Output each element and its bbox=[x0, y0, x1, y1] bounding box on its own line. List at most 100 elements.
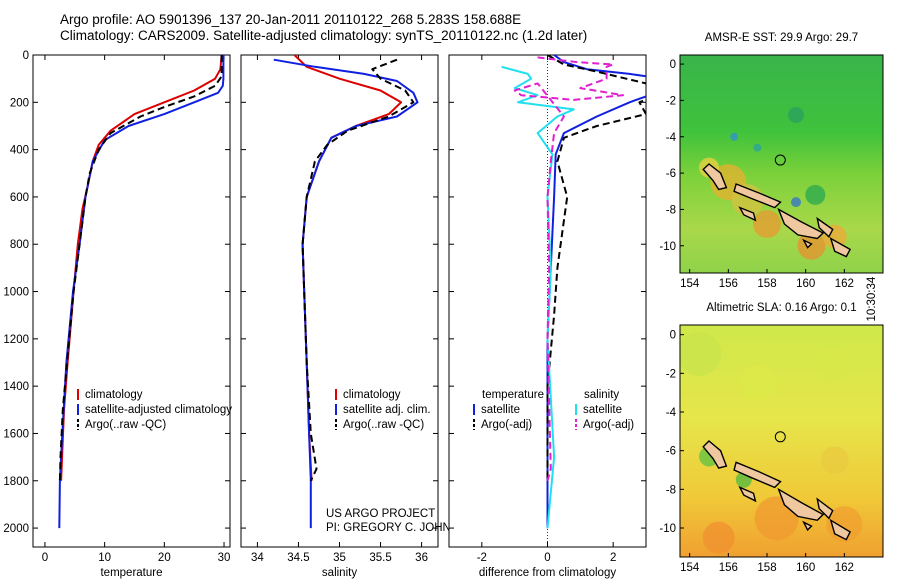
x-tick-label: 20 bbox=[158, 552, 171, 564]
sst-map-frame bbox=[679, 54, 884, 274]
sst-map-field-blob bbox=[788, 106, 804, 123]
difference-legend-entry: Argo(-adj) bbox=[481, 419, 532, 431]
sst-map-field-blob bbox=[753, 209, 781, 238]
salinity-x-axis-label: salinity bbox=[322, 567, 357, 579]
sst-map-x-tick-label: 154 bbox=[680, 278, 700, 290]
sst-map-y-tick-label: -8 bbox=[666, 204, 676, 216]
sst-map-field-blob bbox=[730, 132, 739, 141]
y-tick-label: 1000 bbox=[3, 287, 29, 299]
sla-map-field-blob bbox=[820, 446, 849, 475]
sst-map-island bbox=[738, 206, 757, 222]
sst-map-island bbox=[733, 183, 782, 209]
sst-map-y-tick-label: -4 bbox=[666, 132, 677, 144]
salinity-plot-frame bbox=[240, 54, 439, 548]
sla-map-x-tick-label: 162 bbox=[835, 562, 854, 574]
x-tick-label: 30 bbox=[218, 552, 231, 564]
sla-map-argo-marker bbox=[774, 431, 786, 443]
sla-map-island bbox=[777, 487, 825, 522]
sst-map-argo-marker bbox=[774, 154, 786, 166]
temperature-series-line bbox=[58, 55, 223, 481]
difference-series-line bbox=[546, 55, 646, 481]
figure-title-line2: Climatology: CARS2009. Satellite-adjuste… bbox=[60, 28, 588, 43]
temperature-x-axis-label: temperature bbox=[100, 567, 162, 579]
sla-map-y-tick-label: 0 bbox=[670, 330, 676, 342]
sla-map-y-tick-label: -4 bbox=[666, 407, 677, 419]
sla-map-field-blob bbox=[818, 347, 851, 380]
temperature-legend-entry: Argo(..raw -QC) bbox=[85, 419, 166, 431]
sla-map-x-tick-label: 160 bbox=[796, 562, 815, 574]
sla-map-field-blob bbox=[739, 365, 776, 401]
sst-map-chart: AMSR-E SST: 29.9 Argo: 29.7 154 156 158 160 1… bbox=[659, 32, 884, 290]
x-tick-label: 34.5 bbox=[287, 552, 309, 564]
x-tick-label: 34 bbox=[251, 552, 264, 564]
salinity-legend-entry: Argo(..raw -QC) bbox=[343, 419, 424, 431]
sla-map-field-blob bbox=[702, 521, 735, 554]
sla-map-y-tick-label: -8 bbox=[666, 484, 676, 496]
sst-map-x-tick-label: 160 bbox=[796, 278, 815, 290]
difference-legend-entry: satellite bbox=[583, 404, 622, 416]
y-tick-label: 1400 bbox=[3, 381, 29, 393]
sst-map-field-blob bbox=[791, 197, 801, 208]
sst-map-x-tick-label: 156 bbox=[719, 278, 738, 290]
sst-map-island bbox=[777, 207, 825, 240]
sla-map-title: Altimetric SLA: 0.16 Argo: 0.1 bbox=[706, 302, 856, 314]
y-tick-label: 0 bbox=[23, 50, 29, 62]
x-tick-label: 2 bbox=[610, 552, 616, 564]
x-tick-label: 35.5 bbox=[369, 552, 391, 564]
project-annotation-line1: US ARGO PROJECT bbox=[326, 508, 435, 520]
salinity-chart: 34 34.5 35 35.5 36 salinity climatology satelli… bbox=[240, 54, 476, 579]
y-tick-label: 1800 bbox=[3, 476, 29, 488]
salinity-legend-entry: climatology bbox=[343, 389, 401, 401]
x-tick-label: 0 bbox=[42, 552, 48, 564]
y-tick-label: 400 bbox=[10, 145, 29, 157]
difference-x-axis-label: difference from climatology bbox=[479, 567, 616, 579]
sst-map-x-tick-label: 158 bbox=[757, 278, 776, 290]
figure-title-line1: Argo profile: AO 5901396_137 20-Jan-2011… bbox=[60, 12, 522, 27]
sla-map-chart: Altimetric SLA: 0.16 Argo: 0.1 154 156 158 1… bbox=[659, 302, 884, 574]
sla-map-island bbox=[816, 497, 834, 520]
sst-map-y-tick-label: -2 bbox=[666, 95, 676, 107]
temperature-legend-entry: climatology bbox=[85, 389, 143, 401]
salinity-series-line bbox=[301, 58, 415, 482]
difference-legend-entry: satellite bbox=[481, 404, 520, 416]
sla-map-x-tick-label: 158 bbox=[757, 562, 776, 574]
sst-map-field-texture bbox=[699, 106, 852, 260]
sla-map-frame bbox=[679, 324, 884, 558]
y-tick-label: 200 bbox=[10, 97, 29, 109]
sla-map-y-tick-label: -6 bbox=[666, 446, 676, 458]
sla-map-x-tick-label: 154 bbox=[680, 562, 700, 574]
sst-map-island bbox=[829, 237, 852, 258]
sla-map-x-tick-label: 156 bbox=[719, 562, 738, 574]
sst-map-field-blob bbox=[797, 231, 826, 260]
temperature-chart: 0 200 400 600 800 1000 1200 1400 1600 1800 2000 0 10… bbox=[3, 50, 232, 579]
temperature-legend-entry: satellite-adjusted climatology bbox=[85, 404, 232, 416]
x-tick-label: 35 bbox=[333, 552, 346, 564]
sla-map-island bbox=[702, 440, 728, 469]
sst-map-field-blob bbox=[753, 143, 762, 152]
x-tick-label: 10 bbox=[98, 552, 111, 564]
sla-map-island bbox=[829, 518, 852, 541]
sst-map-title: AMSR-E SST: 29.9 Argo: 29.7 bbox=[705, 32, 858, 44]
x-tick-label: 0 bbox=[544, 552, 550, 564]
sla-map-y-tick-label: -2 bbox=[666, 368, 676, 380]
y-tick-label: 1200 bbox=[3, 334, 29, 346]
sla-map-field-texture bbox=[680, 332, 863, 554]
sla-map-y-tick-label: -10 bbox=[659, 523, 676, 535]
sst-map-island bbox=[816, 216, 834, 238]
legend-column-title-salinity: salinity bbox=[584, 389, 619, 401]
sla-map-island bbox=[733, 461, 782, 489]
difference-series-line bbox=[513, 56, 624, 482]
sst-map-field-blob bbox=[805, 184, 826, 205]
difference-chart: -2 0 2 difference from climatology temperatu… bbox=[448, 54, 647, 579]
project-annotation-line2: PI: GREGORY C. JOHNSON bbox=[326, 522, 476, 534]
y-tick-label: 2000 bbox=[3, 523, 29, 535]
x-tick-label: -2 bbox=[477, 552, 487, 564]
sst-map-island bbox=[702, 163, 728, 191]
difference-legend-entry: Argo(-adj) bbox=[583, 419, 634, 431]
sst-map-y-tick-label: 0 bbox=[670, 59, 676, 71]
y-tick-label: 600 bbox=[10, 192, 29, 204]
sst-map-island bbox=[802, 238, 813, 249]
salinity-legend-entry: satellite adj. clim. bbox=[343, 404, 431, 416]
sst-map-y-tick-label: -10 bbox=[659, 241, 676, 253]
